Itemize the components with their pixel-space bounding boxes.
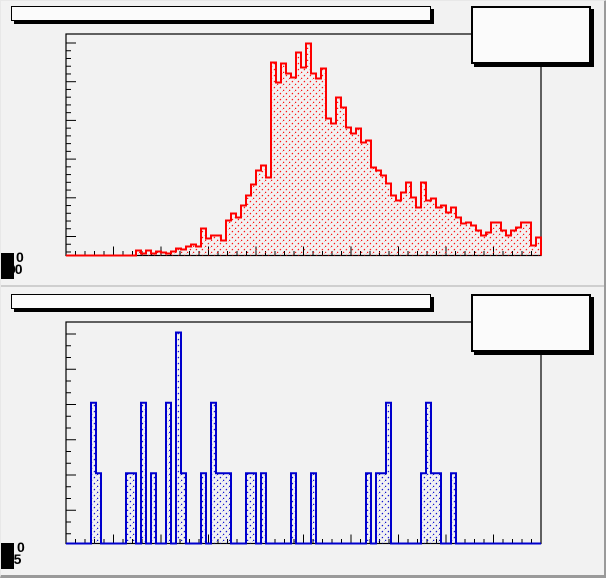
clipped-label-blob-bottom (1, 543, 14, 569)
pad-top: 0 00 (1, 1, 606, 289)
axis-overlap-label-1: 0 (17, 539, 25, 555)
clipped-label-blob-top (1, 253, 14, 279)
red-histogram[interactable] (66, 42, 542, 257)
axis-overlap-label-1: 0 (16, 249, 24, 265)
stats-box-bottom[interactable] (471, 294, 591, 352)
title-pave-bottom[interactable] (11, 294, 431, 309)
stats-box-top[interactable] (471, 6, 591, 64)
plot-frame[interactable] (65, 321, 542, 545)
histogram-plot-top[interactable] (1, 1, 606, 289)
title-pave-top[interactable] (11, 6, 431, 21)
pad-bottom: 0 1.5 (1, 289, 606, 577)
blue-histogram[interactable] (66, 331, 541, 545)
histogram-plot-bottom[interactable] (1, 289, 606, 577)
pad-divider (1, 285, 604, 287)
